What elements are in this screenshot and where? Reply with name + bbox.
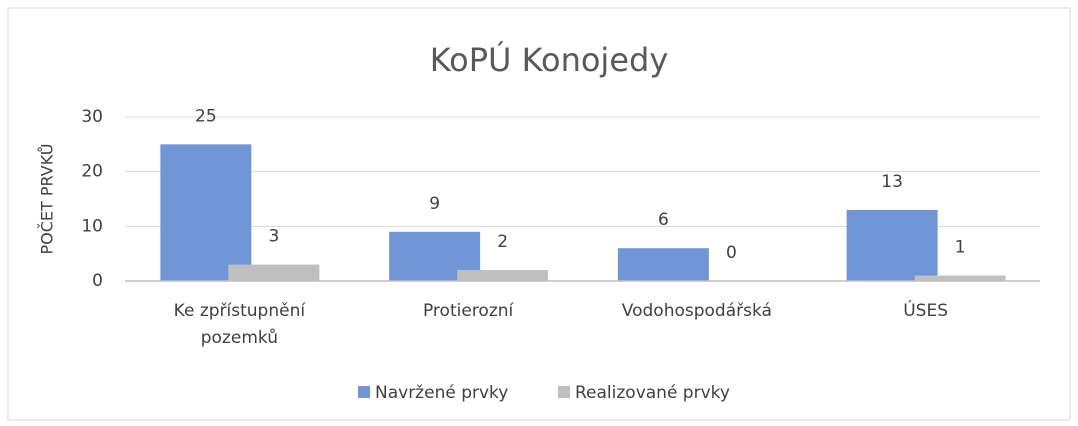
data-label: 0 xyxy=(726,243,737,263)
bar xyxy=(914,275,1006,281)
y-tick-label: 0 xyxy=(92,271,103,291)
y-tick-label: 10 xyxy=(81,216,103,236)
data-label: 3 xyxy=(268,227,279,247)
bar xyxy=(457,270,549,281)
bar xyxy=(228,264,320,281)
bar xyxy=(617,248,709,281)
y-tick-label: 20 xyxy=(81,162,103,182)
legend-label: Navržené prvky xyxy=(375,383,508,403)
legend-swatch xyxy=(558,386,570,398)
y-tick-label: 30 xyxy=(81,107,103,127)
data-label: 2 xyxy=(497,232,508,252)
data-label: 13 xyxy=(881,172,903,192)
y-axis-label: POČET PRVKŮ xyxy=(38,144,57,255)
bar xyxy=(160,144,252,281)
x-tick-label: Protierozní xyxy=(423,301,515,321)
x-tick-label: Ke zpřístupnění pozemků xyxy=(174,301,307,348)
data-label: 9 xyxy=(429,194,440,214)
x-tick-label: ÚSES xyxy=(903,299,948,321)
data-label: 25 xyxy=(195,106,217,126)
bar xyxy=(846,209,938,281)
data-label: 6 xyxy=(658,210,669,230)
data-label: 1 xyxy=(955,238,966,258)
legend-label: Realizované prvky xyxy=(575,383,730,403)
legend-swatch xyxy=(358,386,370,398)
x-tick-label: Vodohospodářská xyxy=(622,301,772,321)
chart-title: KoPÚ Konojedy xyxy=(430,40,669,79)
